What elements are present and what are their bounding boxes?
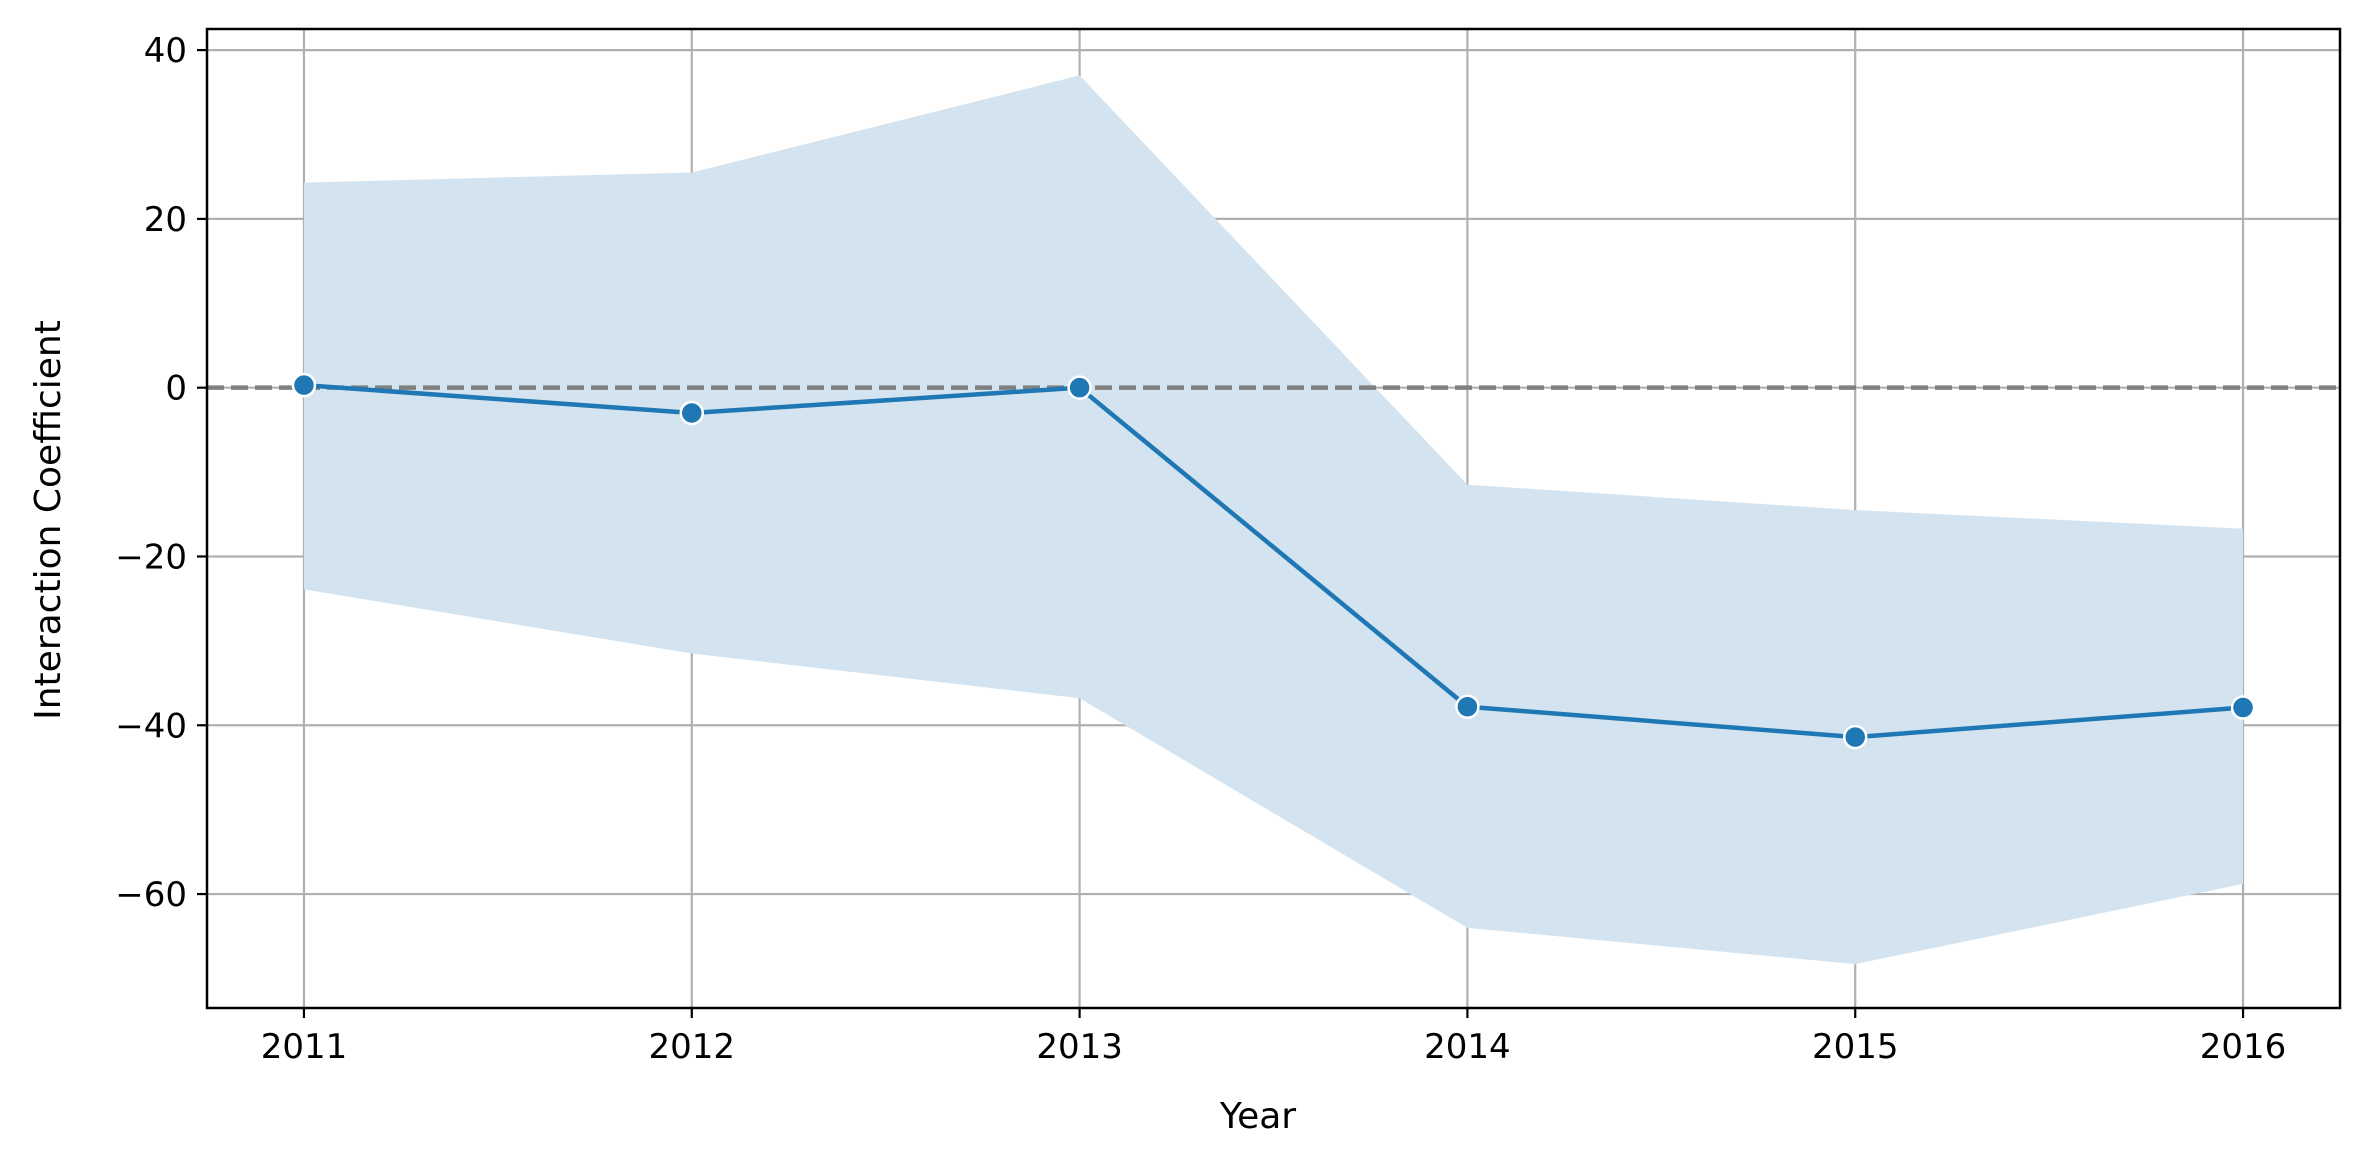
x-tick-label-1: 2012 (649, 1027, 736, 1067)
y-tick-label-0: 40 (144, 31, 187, 71)
confidence-band-0 (303, 75, 2244, 965)
x-tick-label-5: 2016 (2200, 1027, 2287, 1067)
data-point-0-2 (1067, 375, 1092, 400)
plot-frame (205, 27, 2342, 1010)
data-point-0-3 (1455, 694, 1480, 719)
data-point-0-5 (2230, 695, 2256, 720)
data-point-0-1 (679, 400, 705, 426)
x-axis-label: Year (1219, 1096, 1296, 1137)
x-tick-label-0: 2011 (261, 1027, 348, 1067)
series-line-0 (303, 382, 2244, 740)
x-tick-label-2: 2013 (1036, 1027, 1123, 1067)
x-tick-label-3: 2014 (1424, 1027, 1511, 1067)
y-tick-label-3: −20 (115, 537, 187, 577)
series-line-layer (303, 382, 2244, 740)
y-tick-label-5: −60 (115, 875, 187, 915)
marker-layer (291, 372, 2256, 750)
y-tick-label-1: 20 (144, 200, 187, 240)
x-tick-label-4: 2015 (1812, 1027, 1899, 1067)
confidence-band-layer (303, 75, 2244, 965)
y-axis-label: Interaction Coefficient (28, 320, 69, 720)
data-point-0-4 (1842, 724, 1868, 750)
data-point-0-0 (291, 372, 317, 398)
tick-layer: 2011 2012 2013 2014 2015 2016 40 20 0 −20 −40 −60 (115, 31, 2286, 1067)
y-tick-label-2: 0 (165, 369, 187, 409)
axes-layer (205, 27, 2342, 1010)
y-tick-label-4: −40 (115, 706, 187, 746)
